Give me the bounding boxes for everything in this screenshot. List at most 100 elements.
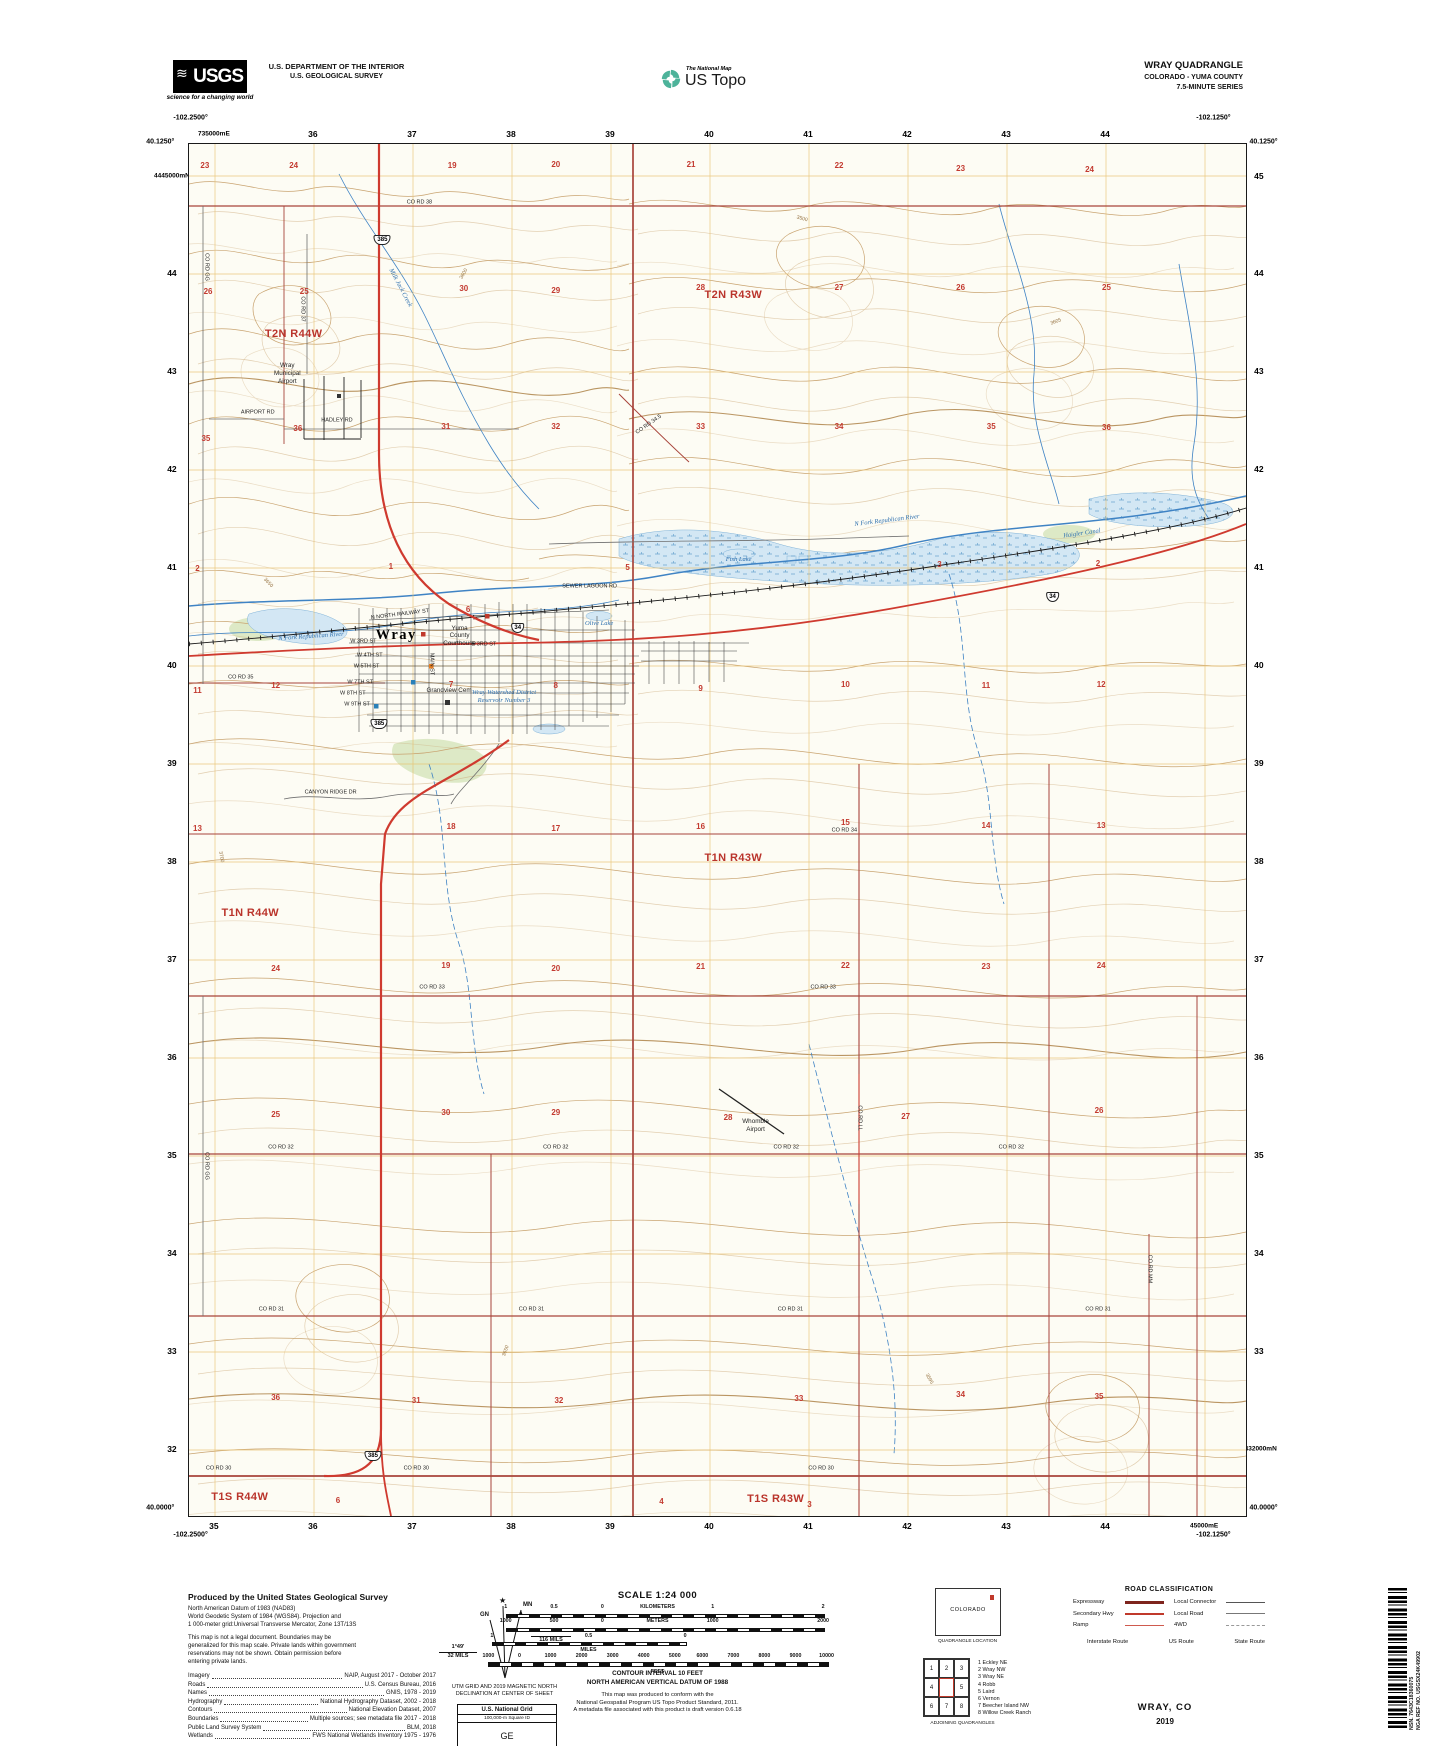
map-label: Fish Lake [725, 555, 752, 563]
map-label: CO RD GG [203, 1152, 210, 1181]
scale-bars: 1 0.5 0 KILOMETERS 1 2 1000 500 0 METERS 1000 2000 1… [483, 1604, 834, 1676]
magnetic-north-label: MN [523, 1602, 533, 1608]
map-label: 15 [840, 818, 850, 828]
map-label: 11 [193, 686, 202, 696]
grid-label: 37 [407, 128, 417, 139]
local-roads [202, 206, 910, 1316]
grid-label: 42 [902, 1521, 912, 1532]
map-label: 3605 [1049, 317, 1062, 327]
road-classification: ROAD CLASSIFICATION Expressway Secondary… [1073, 1586, 1265, 1647]
map-labels: T2N R44W T2N R43W T1N R44W T1N R43W T1S R44W… [189, 144, 1246, 1516]
scale-tick: MILES [580, 1647, 597, 1654]
map-label: 3650 [262, 576, 275, 589]
map-label: 23 [200, 160, 210, 170]
disclaimer: This map is not a legal document. Bounda… [188, 1635, 357, 1665]
road-class-row: Local Connector [1174, 1599, 1265, 1605]
map-label: Grandview Cem [426, 687, 472, 695]
grid-label: 43 [167, 366, 177, 377]
map-label: 14 [981, 820, 991, 830]
credit-row: Public Land Survey System BLM, 2018 [188, 1724, 436, 1733]
grid-label: 39 [605, 1521, 615, 1532]
scale-tick: 500 [549, 1618, 559, 1625]
grid-labels-right: 45 44 43 42 41 40 39 38 37 36 35 34 33 4432000mN [130, 105, 1295, 1545]
miles-bar [491, 1641, 688, 1647]
map-label: 11 [981, 680, 991, 690]
map-label: 18 [446, 822, 456, 832]
map-label: 22 [834, 160, 844, 170]
map-label: CO RD MM [1146, 1254, 1153, 1284]
map-label: CANYON RIDGE DR [304, 789, 357, 796]
grid-label: 37 [1254, 953, 1264, 964]
map-label: CO RD 37 [299, 295, 306, 322]
road-class-line [1125, 1600, 1164, 1604]
map-label: 31 [441, 421, 451, 431]
adjoining-name: 3 Wray NE [978, 1674, 1004, 1681]
credit-row: Names GNIS, 1978 - 2019 [188, 1689, 436, 1698]
production-block: Produced by the United States Geological… [188, 1592, 436, 1741]
road-classification-title: ROAD CLASSIFICATION [1124, 1586, 1214, 1593]
map-label: 5 [625, 562, 630, 572]
road-class-left: Expressway Secondary Hwy Ramp [1073, 1599, 1164, 1628]
scale-tick: 0 [683, 1632, 687, 1639]
credit-leader [214, 1738, 311, 1740]
map-label: 8 [553, 680, 558, 690]
grid-label: 45 [1254, 170, 1264, 181]
scale-tick: 2000 [817, 1618, 829, 1625]
dept-line2: U.S. GEOLOGICAL SURVEY [289, 73, 384, 80]
map-label: 21 [696, 962, 706, 972]
corner-coordinate: -102.1250° [1196, 114, 1231, 122]
map-label: 24 [271, 963, 281, 973]
scale-tick: 1000 [499, 1618, 512, 1625]
map-label: N NORTH RAILWAY ST [370, 607, 430, 621]
usng-square-id: GE [500, 1731, 514, 1741]
scale-tick: FEET [650, 1668, 665, 1675]
grid-label: 39 [605, 128, 615, 139]
state-location-box: COLORADO [935, 1588, 1001, 1636]
utm-grid [189, 144, 1246, 1516]
data-credits: Imagery NAIP, August 2017 - October 2017… [188, 1672, 436, 1741]
map-label: 3 [807, 1500, 812, 1510]
credit-leader [211, 1678, 343, 1680]
corner-coordinate: -102.1250° [1196, 1531, 1231, 1539]
road-class-row: Local Road [1174, 1611, 1265, 1617]
map-label: 26 [956, 283, 966, 293]
scale-tick: 4000 [637, 1652, 650, 1659]
map-label: 9 [698, 683, 703, 693]
map-label: W 9TH ST [344, 701, 370, 708]
road-class-row: Expressway [1073, 1599, 1164, 1605]
map-label: 26 [203, 287, 213, 297]
adjoining-cell: 5 [954, 1678, 969, 1697]
map-label: T1N R44W [221, 906, 280, 919]
map-label: T1S R44W [211, 1491, 269, 1504]
department-heading: U.S. DEPARTMENT OF THE INTERIOR U.S. GEO… [254, 62, 419, 80]
map-label: 3650 [501, 1345, 511, 1358]
corner-coordinate: 40.1250° [1249, 138, 1278, 146]
credit-source: Imagery [188, 1673, 210, 1679]
map-label: 1 [388, 561, 394, 571]
kilometers-bar [505, 1613, 826, 1619]
grid-label: 44 [1100, 1521, 1110, 1532]
map-label: 24 [1096, 960, 1106, 970]
route-shield-item: Interstate Route [1073, 1636, 1128, 1647]
map-label: 20 [551, 159, 561, 169]
route-shield-icon [1073, 1636, 1084, 1647]
sheet-name-block: WRAY, CO 2019 [1100, 1702, 1230, 1726]
national-map-pinwheel-icon [661, 69, 681, 89]
grid-labels-left: 4445000mN 44 43 42 41 40 39 38 37 36 35 34 33 32 [130, 105, 1295, 1545]
map-graphics [189, 144, 1246, 1516]
adjoining-cell: 6 [924, 1697, 939, 1716]
scale-tick: METERS [646, 1618, 669, 1625]
credit-value: Multiple sources; see metadata file 2017… [309, 1715, 436, 1722]
map-label: Yuma County Courthouse [443, 624, 476, 648]
map-label: 3700 [216, 851, 225, 864]
credit-row: Roads U.S. Census Bureau, 2016 [188, 1681, 436, 1690]
credit-row: Boundaries Multiple sources; see metadat… [188, 1715, 436, 1724]
map-area[interactable]: T2N R44W T2N R43W T1N R44W T1N R43W T1S R44W… [188, 143, 1247, 1517]
credit-source: Public Land Survey System [188, 1724, 262, 1731]
map-label: AIRPORT RD [240, 409, 275, 416]
gn-angle: 1°49' 32 MILS [439, 1644, 477, 1660]
scale-tick: 2 [821, 1604, 825, 1610]
scale-tick: 6000 [696, 1652, 709, 1659]
credit-leader [214, 1712, 347, 1714]
ustopo-label: US Topo [685, 72, 747, 89]
